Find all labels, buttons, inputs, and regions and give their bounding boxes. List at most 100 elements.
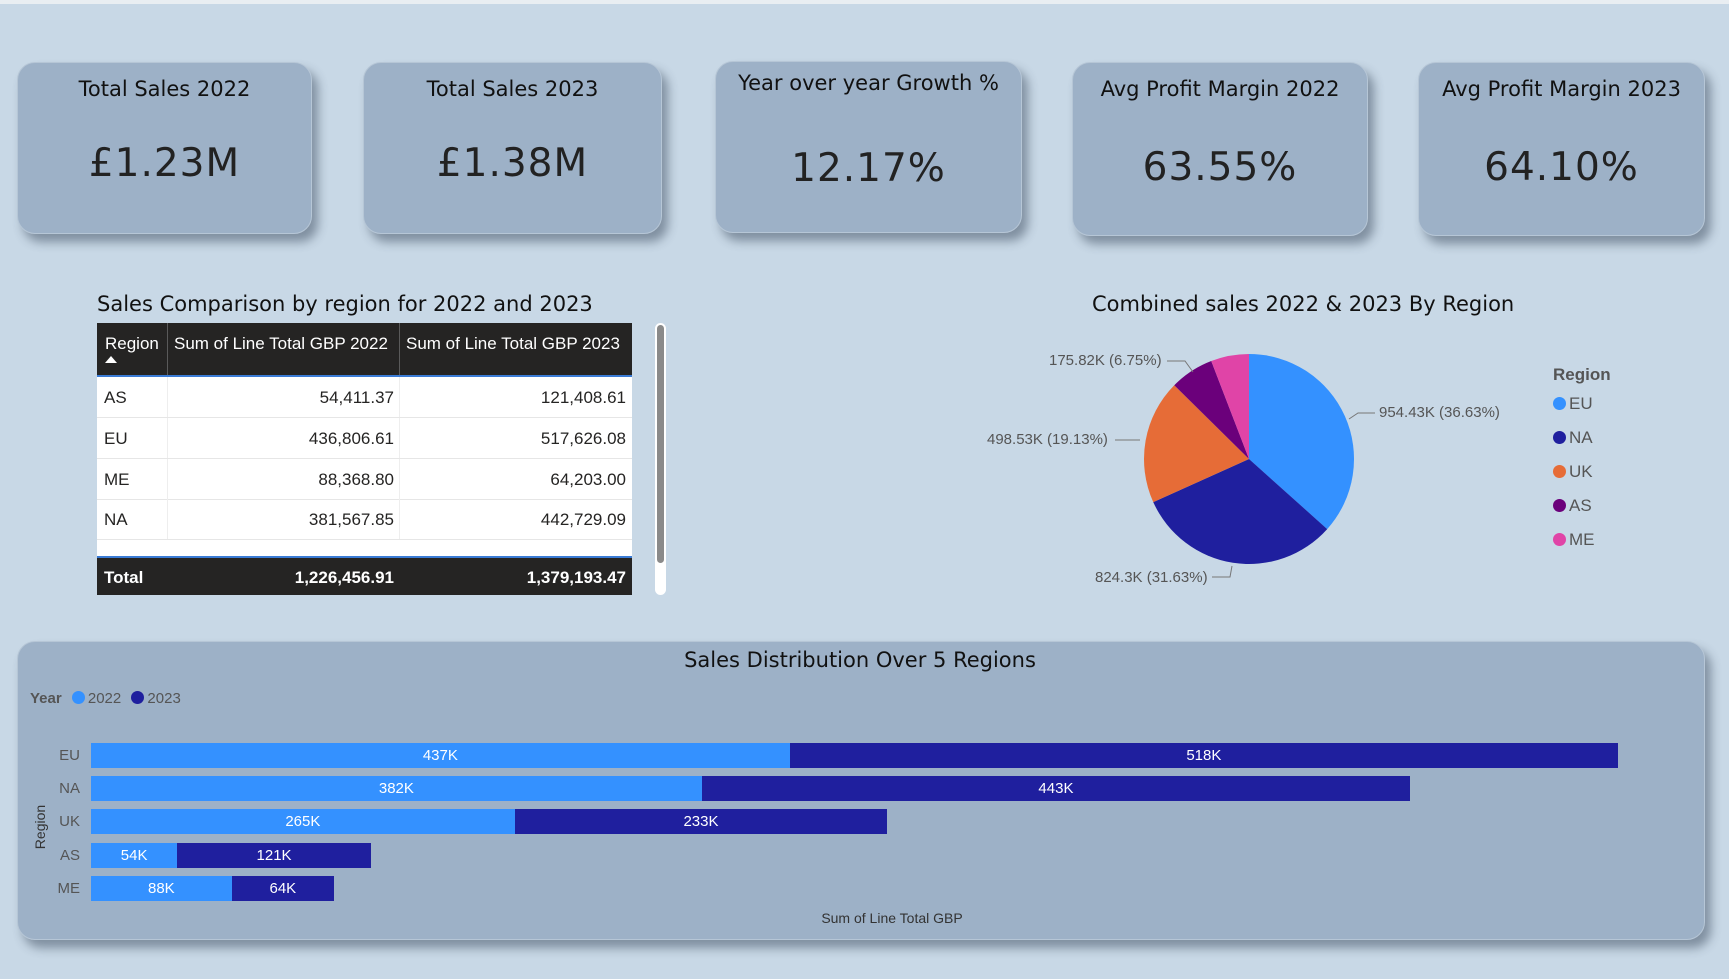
pie-data-label-na: 824.3K (31.63%) <box>1095 569 1208 586</box>
legend-dot-icon <box>1553 465 1566 478</box>
column-divider <box>399 323 400 375</box>
cell-divider <box>167 499 168 539</box>
leader-line-eu <box>1348 412 1375 420</box>
table-title: Sales Comparison by region for 2022 and … <box>97 292 593 316</box>
leader-line-as <box>1167 360 1194 373</box>
kpi-card-yoy-growth[interactable]: Year over year Growth % 12.17% <box>715 61 1022 233</box>
pie-chart-title: Combined sales 2022 & 2023 By Region <box>1092 292 1515 316</box>
kpi-title: Total Sales 2022 <box>78 77 251 101</box>
kpi-value: 64.10% <box>1484 145 1639 190</box>
cell-region: EU <box>104 429 128 448</box>
cell-divider <box>399 459 400 499</box>
bar-uk-2022[interactable]: 265K <box>91 809 515 835</box>
bar-uk-2023[interactable]: 233K <box>514 809 888 835</box>
bar-me-2023[interactable]: 64K <box>231 875 334 901</box>
table-row[interactable]: EU 436,806.61 517,626.08 <box>97 418 632 459</box>
bar-data-label: 518K <box>1186 747 1222 764</box>
bar-eu-2022[interactable]: 437K <box>91 743 790 768</box>
pie-legend-title: Region <box>1553 365 1611 384</box>
bar-legend-title: Year <box>30 690 62 707</box>
kpi-card-total-sales-2023[interactable]: Total Sales 2023 £1.38M <box>363 62 662 234</box>
pie-slice-me[interactable] <box>1211 354 1249 459</box>
cell-region: NA <box>104 510 128 529</box>
kpi-value: 12.17% <box>791 146 946 191</box>
bar-na-2023[interactable]: 443K <box>701 776 1411 802</box>
y-axis-title: Region <box>32 805 48 849</box>
bar-na-2022[interactable]: 382K <box>91 776 702 802</box>
cell-2023: 64,203.00 <box>550 470 626 489</box>
legend-dot-icon <box>1553 431 1566 444</box>
column-header-region[interactable]: Region <box>105 334 159 353</box>
legend-item-eu[interactable]: EU <box>1553 394 1593 414</box>
cell-2023: 442,729.09 <box>540 510 626 529</box>
category-label-eu: EU <box>59 747 80 764</box>
bar-as-2023[interactable]: 121K <box>177 842 371 868</box>
column-divider <box>167 323 168 375</box>
legend-item-2022[interactable]: 2022 <box>71 690 122 707</box>
category-label-na: NA <box>59 780 80 798</box>
kpi-value: 63.55% <box>1142 145 1298 190</box>
cell-divider <box>167 459 168 499</box>
bar-data-label: 88K <box>147 879 175 897</box>
bar-chart-title: Sales Distribution Over 5 Regions <box>684 648 1036 672</box>
total-2022: 1,226,456.91 <box>294 568 394 587</box>
kpi-value: £1.38M <box>436 141 589 186</box>
pie-slice-eu[interactable] <box>1249 354 1355 530</box>
cell-divider <box>399 499 400 539</box>
pie-slice-as[interactable] <box>1174 361 1249 459</box>
legend-item-uk[interactable]: UK <box>1553 462 1593 482</box>
cell-2022: 54,411.37 <box>319 388 394 407</box>
legend-label: AS <box>1569 496 1592 515</box>
bar-data-label: 437K <box>422 747 458 764</box>
bar-eu-2023[interactable]: 518K <box>789 743 1618 768</box>
kpi-value: £1.23M <box>88 141 241 186</box>
kpi-title: Total Sales 2023 <box>426 77 599 101</box>
legend-label: 2022 <box>87 690 122 707</box>
bar-data-label: 382K <box>378 780 414 798</box>
bar-as-2022[interactable]: 54K <box>91 842 178 868</box>
legend-item-2023[interactable]: 2023 <box>131 690 181 707</box>
cell-divider <box>399 377 400 417</box>
y-axis-label: Region <box>32 805 48 849</box>
legend-label: ME <box>1569 530 1595 549</box>
legend-dot-icon <box>71 691 85 704</box>
column-header-2023[interactable]: Sum of Line Total GBP 2023 <box>406 334 620 353</box>
kpi-title: Year over year Growth % <box>738 71 999 95</box>
legend-label: UK <box>1569 462 1593 481</box>
bar-data-label: 443K <box>1038 780 1074 798</box>
table-row[interactable]: NA 381,567.85 442,729.09 <box>97 499 632 540</box>
region-sales-table[interactable]: Region Sum of Line Total GBP 2022 Sum of… <box>97 323 632 595</box>
kpi-card-avg-profit-2023[interactable]: Avg Profit Margin 2023 64.10% <box>1418 62 1705 236</box>
table-scrollbar-thumb[interactable] <box>657 325 664 563</box>
table-total-row: Total 1,226,456.91 1,379,193.47 <box>97 556 632 595</box>
kpi-card-total-sales-2022[interactable]: Total Sales 2022 £1.23M <box>17 62 312 234</box>
legend-dot-icon <box>131 691 145 704</box>
cell-divider <box>167 377 168 417</box>
total-2023: 1,379,193.47 <box>526 568 626 587</box>
kpi-title: Avg Profit Margin 2022 <box>1100 77 1340 101</box>
bar-me-2022[interactable]: 88K <box>91 875 232 901</box>
bar-data-label: 265K <box>285 813 321 831</box>
legend-item-me[interactable]: ME <box>1553 530 1595 550</box>
legend-item-as[interactable]: AS <box>1553 496 1592 516</box>
table-header: Region Sum of Line Total GBP 2022 Sum of… <box>97 323 632 377</box>
pie-slice-na[interactable] <box>1153 459 1328 565</box>
pie-data-label-uk: 498.53K (19.13%) <box>987 431 1108 448</box>
sort-ascending-icon[interactable] <box>105 356 117 363</box>
pie-slice-uk[interactable] <box>1143 385 1249 503</box>
total-label: Total <box>104 568 144 587</box>
table-row[interactable]: ME 88,368.80 64,203.00 <box>97 459 632 500</box>
bar-data-label: 121K <box>256 846 292 864</box>
category-label-uk: UK <box>59 813 80 831</box>
kpi-card-avg-profit-2022[interactable]: Avg Profit Margin 2022 63.55% <box>1072 62 1368 236</box>
cell-2023: 517,626.08 <box>540 429 626 448</box>
bar-legend: Year 2022 2023 <box>30 690 181 707</box>
legend-label: 2023 <box>147 690 181 707</box>
column-header-2022[interactable]: Sum of Line Total GBP 2022 <box>174 334 388 353</box>
legend-item-na[interactable]: NA <box>1553 428 1593 448</box>
cell-2022: 436,806.61 <box>308 429 394 448</box>
cell-2023: 121,408.61 <box>540 388 626 407</box>
table-row[interactable]: AS 54,411.37 121,408.61 <box>97 377 632 418</box>
bar-data-label: 233K <box>683 813 719 831</box>
